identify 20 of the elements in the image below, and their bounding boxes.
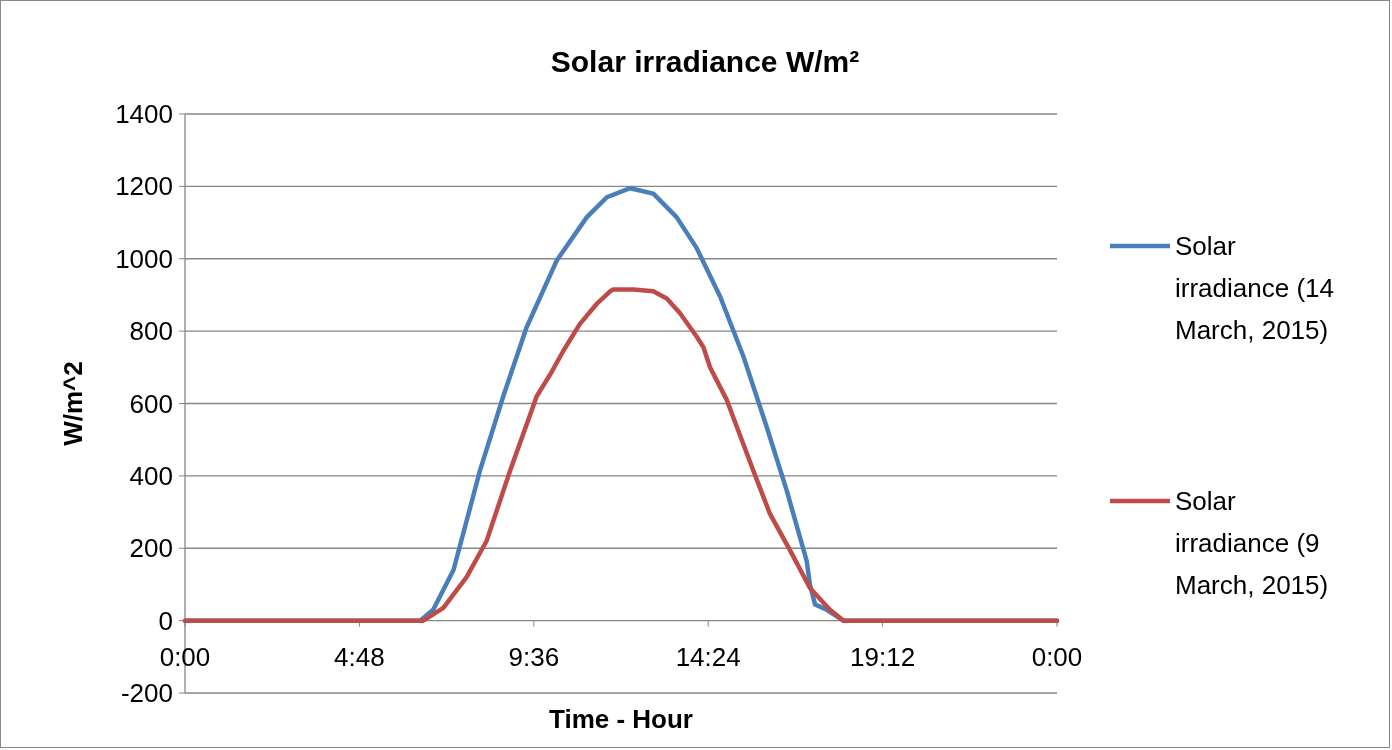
chart-title: Solar irradiance W/m²: [550, 45, 860, 78]
y-tick-label: 200: [129, 533, 173, 564]
y-tick-label: 1000: [115, 243, 173, 274]
x-tick-label: 9:36: [508, 641, 560, 672]
y-axis-title: W/m^2: [58, 361, 88, 446]
x-tick-label: 14:24: [675, 641, 741, 672]
x-tick-label: 0:00: [1031, 641, 1083, 672]
y-tick-label: 1200: [115, 171, 173, 202]
y-tick-label: 800: [129, 316, 173, 347]
y-tick-label: -200: [120, 678, 173, 709]
x-tick-label: 19:12: [850, 641, 916, 672]
y-tick-label: 400: [129, 460, 173, 491]
legend-label: Solar irradiance (9 March, 2015): [1175, 486, 1329, 601]
y-tick-label: 0: [158, 605, 173, 636]
y-tick-label: 600: [129, 388, 173, 419]
x-tick-label: 0:00: [159, 641, 211, 672]
x-tick-label: 4:48: [334, 641, 385, 672]
legend-label: Solar irradiance (14 March, 2015): [1175, 231, 1334, 346]
y-tick-label: 1400: [115, 99, 173, 130]
x-axis-title: Time - Hour: [549, 704, 693, 734]
